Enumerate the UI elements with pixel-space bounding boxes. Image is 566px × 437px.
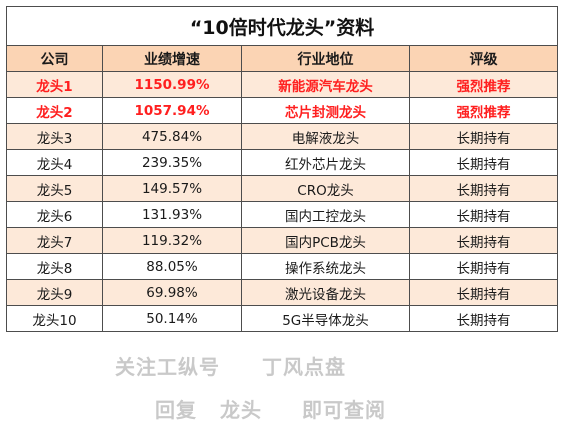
cell-company: 龙头5 [6,175,103,202]
cell-growth: 1150.99% [102,71,242,98]
cell-company: 龙头6 [6,201,103,228]
cell-rating: 长期持有 [408,279,559,306]
table-row: 龙头1 1150.99% 新能源汽车龙头 强烈推荐 [6,71,559,98]
header-growth: 业绩增速 [102,45,242,72]
cell-position: 红外芯片龙头 [241,149,410,176]
footer-reply-text: 回复 [155,398,197,422]
data-table-container: “10倍时代龙头”资料 公司 业绩增速 行业地位 评级 龙头1 1150.99%… [5,6,559,332]
footer-follow-text: 关注工纵号 [115,355,220,379]
cell-growth: 88.05% [102,253,242,280]
table-row: 龙头7 119.32% 国内PCB龙头 长期持有 [6,227,559,254]
cell-rating: 长期持有 [408,305,559,332]
cell-rating: 长期持有 [408,227,559,254]
cell-growth: 475.84% [102,123,242,150]
cell-position: 国内工控龙头 [241,201,410,228]
cell-position: 激光设备龙头 [241,279,410,306]
cell-position: 操作系统龙头 [241,253,410,280]
cell-rating: 强烈推荐 [408,97,559,124]
cell-growth: 239.35% [102,149,242,176]
cell-company: 龙头1 [6,71,103,98]
cell-rating: 长期持有 [408,201,559,228]
cell-position: 电解液龙头 [241,123,410,150]
table-row: 龙头2 1057.94% 芯片封测龙头 强烈推荐 [6,97,559,124]
cell-position: 5G半导体龙头 [241,305,410,332]
cell-company: 龙头8 [6,253,103,280]
cell-position: 芯片封测龙头 [241,97,410,124]
cell-rating: 长期持有 [408,175,559,202]
cell-company: 龙头9 [6,279,103,306]
header-company: 公司 [6,45,103,72]
footer-account-name: 丁风点盘 [262,355,346,379]
header-rating: 评级 [408,45,559,72]
footer-keyword: 龙头 [220,398,262,422]
footer-lookup-text: 即可查阅 [302,398,386,422]
cell-growth: 50.14% [102,305,242,332]
cell-rating: 长期持有 [408,123,559,150]
cell-growth: 69.98% [102,279,242,306]
cell-rating: 强烈推荐 [408,71,559,98]
data-table: “10倍时代龙头”资料 公司 业绩增速 行业地位 评级 龙头1 1150.99%… [5,6,559,332]
cell-position: CRO龙头 [241,175,410,202]
cell-growth: 119.32% [102,227,242,254]
cell-company: 龙头7 [6,227,103,254]
cell-growth: 149.57% [102,175,242,202]
cell-rating: 长期持有 [408,253,559,280]
table-row: 龙头10 50.14% 5G半导体龙头 长期持有 [6,305,559,332]
table-row: 龙头4 239.35% 红外芯片龙头 长期持有 [6,149,559,176]
cell-growth: 1057.94% [102,97,242,124]
header-row: 公司 业绩增速 行业地位 评级 [6,45,559,72]
cell-company: 龙头2 [6,97,103,124]
cell-growth: 131.93% [102,201,242,228]
cell-position: 新能源汽车龙头 [241,71,410,98]
table-row: 龙头9 69.98% 激光设备龙头 长期持有 [6,279,559,306]
table-row: 龙头6 131.93% 国内工控龙头 长期持有 [6,201,559,228]
table-row: 龙头8 88.05% 操作系统龙头 长期持有 [6,253,559,280]
table-title: “10倍时代龙头”资料 [5,6,559,46]
table-row: 龙头3 475.84% 电解液龙头 长期持有 [6,123,559,150]
cell-company: 龙头10 [6,305,103,332]
cell-company: 龙头3 [6,123,103,150]
header-position: 行业地位 [241,45,410,72]
table-row: 龙头5 149.57% CRO龙头 长期持有 [6,175,559,202]
cell-position: 国内PCB龙头 [241,227,410,254]
cell-rating: 长期持有 [408,149,559,176]
cell-company: 龙头4 [6,149,103,176]
